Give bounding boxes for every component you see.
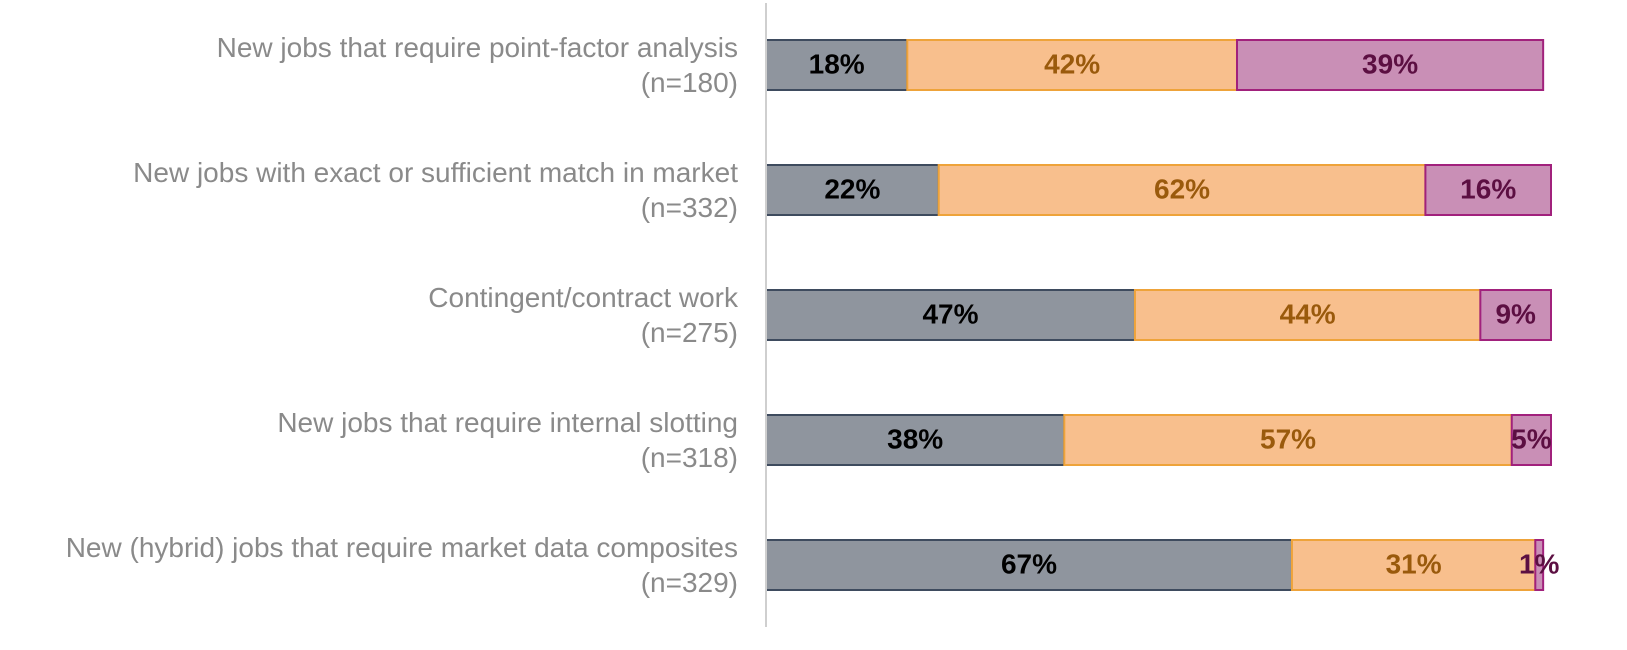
value-label: 22%: [824, 173, 880, 204]
category-label: New jobs that require point-factor analy…: [216, 32, 738, 98]
value-label: 16%: [1460, 173, 1516, 204]
category-label: Contingent/contract work (n=275): [428, 282, 738, 348]
bar-segment: [906, 39, 1238, 91]
value-label: 31%: [1386, 548, 1442, 579]
category-label: New (hybrid) jobs that require market da…: [65, 532, 738, 598]
value-label: 62%: [1154, 173, 1210, 204]
bar-segment: [1479, 289, 1552, 341]
value-label: 42%: [1044, 48, 1100, 79]
value-label: 5%: [1511, 423, 1552, 454]
bar-segment: [1290, 539, 1537, 591]
bar-segment: [765, 539, 1293, 591]
value-label: 38%: [887, 423, 943, 454]
value-label: 44%: [1280, 298, 1336, 329]
value-label: 18%: [809, 48, 865, 79]
bar-segment: [765, 164, 940, 216]
value-label: 57%: [1260, 423, 1316, 454]
value-label: 39%: [1362, 48, 1418, 79]
bar-segment: [1510, 414, 1552, 466]
bar-segment: [1133, 289, 1482, 341]
bar-segment: [765, 414, 1066, 466]
value-label: 47%: [922, 298, 978, 329]
category-label: New jobs that require internal slotting …: [277, 407, 738, 473]
bar-segment: [1534, 539, 1545, 591]
value-label: 1%: [1519, 548, 1560, 579]
value-label: 9%: [1495, 298, 1536, 329]
bar-segment: [1424, 164, 1553, 216]
category-label: New jobs with exact or sufficient match …: [133, 157, 738, 223]
bar-segment: [1236, 39, 1545, 91]
bar-segment: [937, 164, 1427, 216]
value-label: 67%: [1001, 548, 1057, 579]
